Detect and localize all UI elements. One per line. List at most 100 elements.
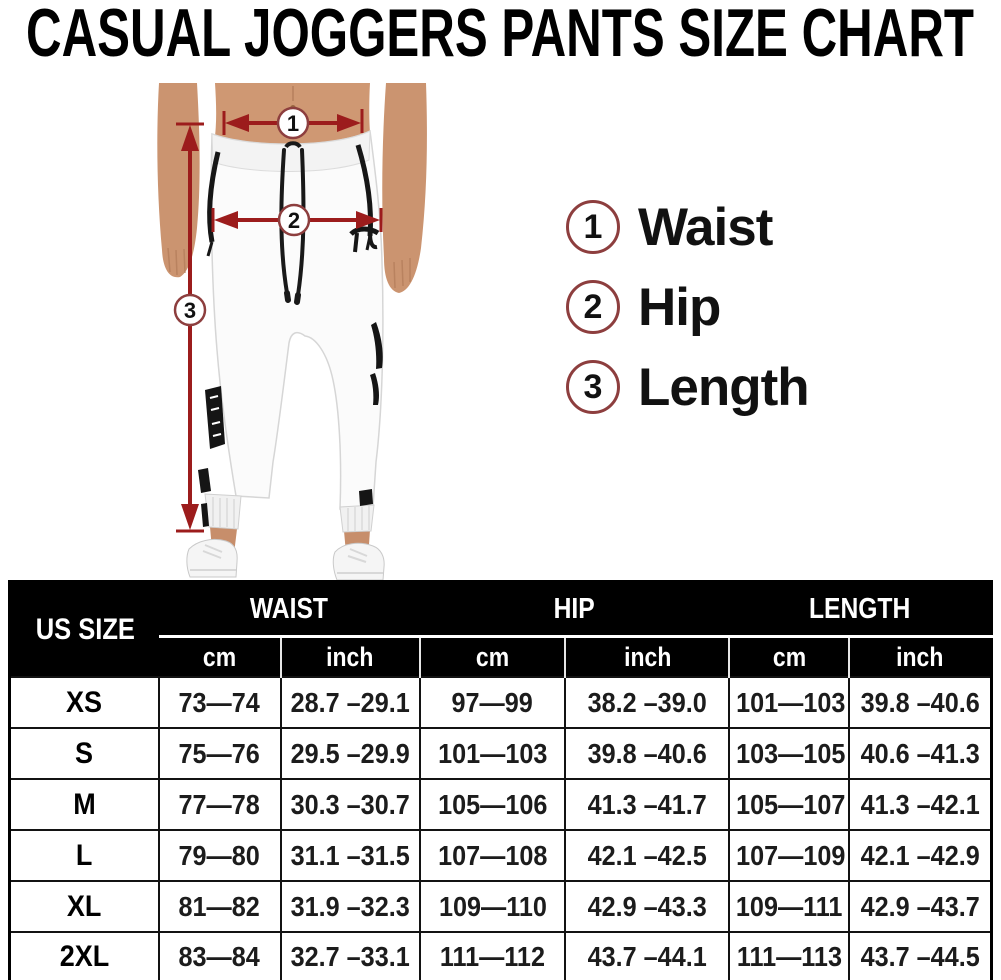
measurement-cell: 111—112	[418, 931, 567, 980]
header-text: inch	[623, 641, 671, 672]
unit-header-inch: inch	[279, 636, 420, 677]
measurement-cell: 28.7 –29.1	[279, 676, 421, 729]
cell-text: 31.1 –31.5	[290, 839, 410, 871]
dimension-arrow-waist	[222, 109, 364, 135]
model-measurement-diagram: CASUAL JOGGERS PANTS SIZE CHART	[26, 0, 974, 580]
measurement-cell: 39.8 –40.6	[564, 727, 731, 780]
cell-text: 101—103	[736, 686, 846, 718]
diagram-callout-2: 2	[277, 203, 311, 237]
measurement-cell: 107—108	[418, 829, 567, 882]
column-header-us-size: US SIZE	[9, 581, 159, 677]
jogger-pants	[198, 129, 384, 533]
measurement-cell: 41.3 –41.7	[564, 778, 731, 831]
measurement-cell: 42.9 –43.3	[564, 880, 731, 933]
circled-number-icon: 3	[566, 360, 620, 414]
size-cell: M	[8, 778, 160, 831]
cell-text: 29.5 –29.9	[290, 737, 410, 769]
table-row-xs: XS 73—74 28.7 –29.1 97—99 38.2 –39.0 101…	[8, 676, 993, 729]
legend-item-waist: 1 Waist	[566, 198, 809, 257]
table-row-s: S 75—76 29.5 –29.9 101—103 39.8 –40.6 10…	[8, 727, 993, 780]
table-row-xl: XL 81—82 31.9 –32.3 109—110 42.9 –43.3 1…	[8, 880, 993, 933]
measurement-cell: 29.5 –29.9	[279, 727, 421, 780]
callout-number: 3	[184, 298, 196, 323]
measurement-cell: 40.6 –41.3	[848, 727, 993, 780]
sneakers	[186, 538, 385, 580]
cell-text: 103—105	[736, 737, 846, 769]
unit-header-cm: cm	[728, 636, 850, 677]
column-group-waist: WAIST	[158, 581, 420, 638]
measurement-cell: 101—103	[728, 676, 851, 729]
unit-header-inch: inch	[564, 636, 730, 677]
cell-text: 79—80	[178, 839, 261, 871]
measurement-cell: 105—107	[728, 778, 851, 831]
cell-text: 42.1 –42.9	[860, 839, 980, 871]
cell-text: 101—103	[437, 737, 548, 769]
cell-text: XS	[66, 685, 103, 719]
cell-text: 109—111	[736, 890, 843, 922]
measurement-cell: 32.7 –33.1	[279, 931, 421, 980]
diagram-callout-1: 1	[276, 106, 310, 140]
cell-text: 105—106	[437, 788, 548, 820]
measurement-legend: 1 Waist 2 Hip 3 Length	[566, 198, 810, 440]
measurement-cell: 31.1 –31.5	[279, 829, 421, 882]
measurement-cell: 42.1 –42.5	[564, 829, 731, 882]
cell-text: 75—76	[178, 737, 261, 769]
cell-text: 111—113	[736, 941, 842, 973]
header-text: WAIST	[250, 592, 329, 625]
size-cell: L	[8, 829, 160, 882]
measurement-cell: 73—74	[157, 676, 282, 729]
table-row-2xl: 2XL 83—84 32.7 –33.1 111—112 43.7 –44.1 …	[8, 931, 993, 980]
diagram-callout-3: 3	[173, 293, 207, 327]
callout-number: 2	[288, 208, 300, 233]
cell-text: 2XL	[59, 940, 110, 974]
cell-text: 41.3 –42.1	[860, 788, 980, 820]
cell-text: 28.7 –29.1	[290, 686, 410, 718]
measurement-cell: 103—105	[728, 727, 851, 780]
header-text: inch	[896, 641, 944, 672]
measurement-cell: 97—99	[418, 676, 567, 729]
cell-text: 73—74	[178, 686, 261, 718]
size-cell: XL	[8, 880, 160, 933]
cell-text: 32.7 –33.1	[290, 941, 410, 973]
size-cell: S	[8, 727, 160, 780]
measurement-cell: 101—103	[418, 727, 567, 780]
cell-text: 31.9 –32.3	[290, 890, 410, 922]
measurement-cell: 43.7 –44.1	[564, 931, 731, 980]
measurement-cell: 83—84	[157, 931, 282, 980]
cell-text: 41.3 –41.7	[587, 788, 707, 820]
size-table: US SIZE WAIST HIP LENGTH cm inch cm inch…	[8, 580, 993, 980]
measurement-cell: 79—80	[157, 829, 282, 882]
cell-text: S	[75, 736, 94, 770]
cell-text: 38.2 –39.0	[587, 686, 707, 718]
measurement-cell: 107—109	[728, 829, 851, 882]
cell-text: 40.6 –41.3	[860, 737, 980, 769]
cell-text: 42.9 –43.7	[860, 890, 980, 922]
header-text: cm	[476, 641, 510, 672]
cell-text: XL	[67, 889, 102, 923]
circled-number-icon: 1	[566, 200, 620, 254]
size-cell: 2XL	[8, 931, 160, 980]
header-text: cm	[772, 641, 806, 672]
legend-label: Length	[638, 357, 810, 417]
measurement-cell: 81—82	[157, 880, 282, 933]
circled-number-icon: 2	[566, 280, 620, 334]
cell-text: 30.3 –30.7	[290, 788, 410, 820]
dimension-arrow-length	[176, 122, 204, 533]
table-row-m: M 77—78 30.3 –30.7 105—106 41.3 –41.7 10…	[8, 778, 993, 831]
column-group-length: LENGTH	[729, 581, 992, 638]
cell-text: 42.9 –43.3	[587, 890, 707, 922]
cell-text: 83—84	[178, 941, 261, 973]
measurement-cell: 38.2 –39.0	[564, 676, 731, 729]
measurement-cell: 109—110	[418, 880, 567, 933]
legend-item-hip: 2 Hip	[566, 278, 809, 337]
legend-label: Hip	[638, 277, 721, 337]
header-text: LENGTH	[808, 592, 911, 625]
measurement-cell: 31.9 –32.3	[279, 880, 421, 933]
size-cell: XS	[8, 676, 160, 729]
cell-text: 97—99	[451, 686, 534, 718]
unit-header-cm: cm	[158, 636, 281, 677]
cell-text: 111—112	[440, 941, 546, 973]
brand-logo	[349, 226, 380, 253]
cell-text: M	[73, 787, 96, 821]
